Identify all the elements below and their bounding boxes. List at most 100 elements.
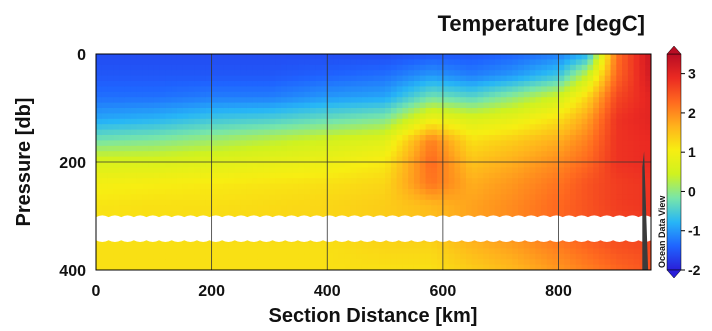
heatmap-cell bbox=[113, 140, 120, 147]
heatmap-cell bbox=[217, 70, 224, 77]
heatmap-cell bbox=[448, 124, 456, 131]
heatmap-cell bbox=[408, 108, 415, 114]
heatmap-cell bbox=[558, 243, 565, 249]
heatmap-cell bbox=[477, 97, 484, 104]
heatmap-cell bbox=[361, 70, 369, 77]
heatmap-cell bbox=[616, 70, 623, 77]
heatmap-cell bbox=[460, 259, 467, 266]
heatmap-cell bbox=[165, 118, 172, 125]
heatmap-cell bbox=[396, 140, 404, 147]
heatmap-cell bbox=[477, 253, 484, 260]
heatmap-cell bbox=[437, 97, 444, 104]
heatmap-cell bbox=[471, 113, 479, 120]
heatmap-cell bbox=[535, 199, 542, 206]
heatmap-cell bbox=[113, 162, 120, 168]
heatmap-cell bbox=[466, 156, 473, 163]
heatmap-cell bbox=[367, 54, 375, 60]
heatmap-cell bbox=[442, 189, 450, 195]
heatmap-cell bbox=[622, 162, 629, 168]
heatmap-cell bbox=[327, 151, 334, 158]
heatmap-cell bbox=[234, 91, 242, 98]
heatmap-cell bbox=[159, 81, 166, 87]
heatmap-cell bbox=[558, 210, 565, 217]
heatmap-cell bbox=[466, 210, 473, 217]
heatmap-cell bbox=[575, 151, 583, 158]
heatmap-cell bbox=[171, 145, 178, 152]
heatmap-cell bbox=[292, 253, 299, 260]
heatmap-cell bbox=[610, 243, 617, 249]
heatmap-cell bbox=[593, 189, 600, 195]
heatmap-cell bbox=[333, 162, 340, 168]
heatmap-cell bbox=[130, 70, 138, 77]
heatmap-cell bbox=[240, 91, 247, 98]
heatmap-cell bbox=[124, 205, 132, 212]
heatmap-cell bbox=[281, 64, 288, 71]
heatmap-cell bbox=[309, 129, 317, 136]
heatmap-cell bbox=[275, 70, 282, 77]
heatmap-cell bbox=[240, 259, 247, 266]
heatmap-cell bbox=[165, 135, 172, 141]
heatmap-cell bbox=[373, 145, 380, 152]
heatmap-cell bbox=[211, 140, 219, 147]
heatmap-cell bbox=[471, 253, 479, 260]
heatmap-cell bbox=[124, 178, 132, 185]
heatmap-cell bbox=[379, 151, 386, 158]
heatmap-cell bbox=[390, 145, 398, 152]
heatmap-cell bbox=[379, 102, 386, 109]
heatmap-cell bbox=[616, 75, 623, 82]
heatmap-cell bbox=[385, 91, 392, 98]
heatmap-cell bbox=[176, 189, 184, 195]
heatmap-cell bbox=[205, 194, 213, 201]
heatmap-cell bbox=[96, 108, 103, 114]
heatmap-cell bbox=[333, 189, 340, 195]
heatmap-cell bbox=[570, 199, 577, 206]
heatmap-cell bbox=[113, 194, 120, 201]
heatmap-cell bbox=[575, 248, 583, 255]
heatmap-cell bbox=[350, 81, 357, 87]
heatmap-cell bbox=[466, 70, 473, 77]
heatmap-cell bbox=[385, 145, 392, 152]
heatmap-cell bbox=[228, 183, 236, 190]
heatmap-cell bbox=[286, 167, 294, 174]
heatmap-cell bbox=[228, 178, 236, 185]
heatmap-cell bbox=[200, 113, 207, 120]
heatmap-cell bbox=[246, 151, 253, 158]
heatmap-cell bbox=[269, 253, 276, 260]
heatmap-cell bbox=[361, 253, 369, 260]
heatmap-cell bbox=[483, 167, 490, 174]
heatmap-cell bbox=[275, 172, 282, 179]
heatmap-cell bbox=[338, 129, 346, 136]
heatmap-cell bbox=[523, 97, 531, 104]
heatmap-cell bbox=[304, 86, 311, 93]
heatmap-cell bbox=[593, 118, 600, 125]
heatmap-cell bbox=[402, 81, 409, 87]
heatmap-cell bbox=[269, 118, 276, 125]
heatmap-cell bbox=[228, 253, 236, 260]
heatmap-cell bbox=[309, 253, 317, 260]
heatmap-cell bbox=[188, 189, 195, 195]
heatmap-cell bbox=[101, 75, 109, 82]
heatmap-cell bbox=[546, 183, 554, 190]
heatmap-cell bbox=[627, 264, 635, 270]
heatmap-cell bbox=[570, 113, 577, 120]
heatmap-cell bbox=[101, 248, 109, 255]
heatmap-cell bbox=[633, 167, 641, 174]
heatmap-cell bbox=[570, 129, 577, 136]
heatmap-cell bbox=[281, 210, 288, 217]
heatmap-cell bbox=[506, 199, 513, 206]
heatmap-cell bbox=[396, 194, 404, 201]
heatmap-cell bbox=[327, 102, 334, 109]
heatmap-cell bbox=[252, 210, 259, 217]
heatmap-cell bbox=[315, 108, 323, 114]
heatmap-cell bbox=[176, 64, 184, 71]
heatmap-cell bbox=[512, 140, 519, 147]
heatmap-cell bbox=[321, 113, 328, 120]
heatmap-cell bbox=[344, 205, 351, 212]
heatmap-cell bbox=[523, 199, 531, 206]
heatmap-cell bbox=[627, 81, 635, 87]
heatmap-cell bbox=[413, 199, 421, 206]
heatmap-cell bbox=[419, 151, 427, 158]
heatmap-cell bbox=[494, 199, 502, 206]
heatmap-cell bbox=[593, 97, 600, 104]
heatmap-cell bbox=[153, 243, 161, 249]
